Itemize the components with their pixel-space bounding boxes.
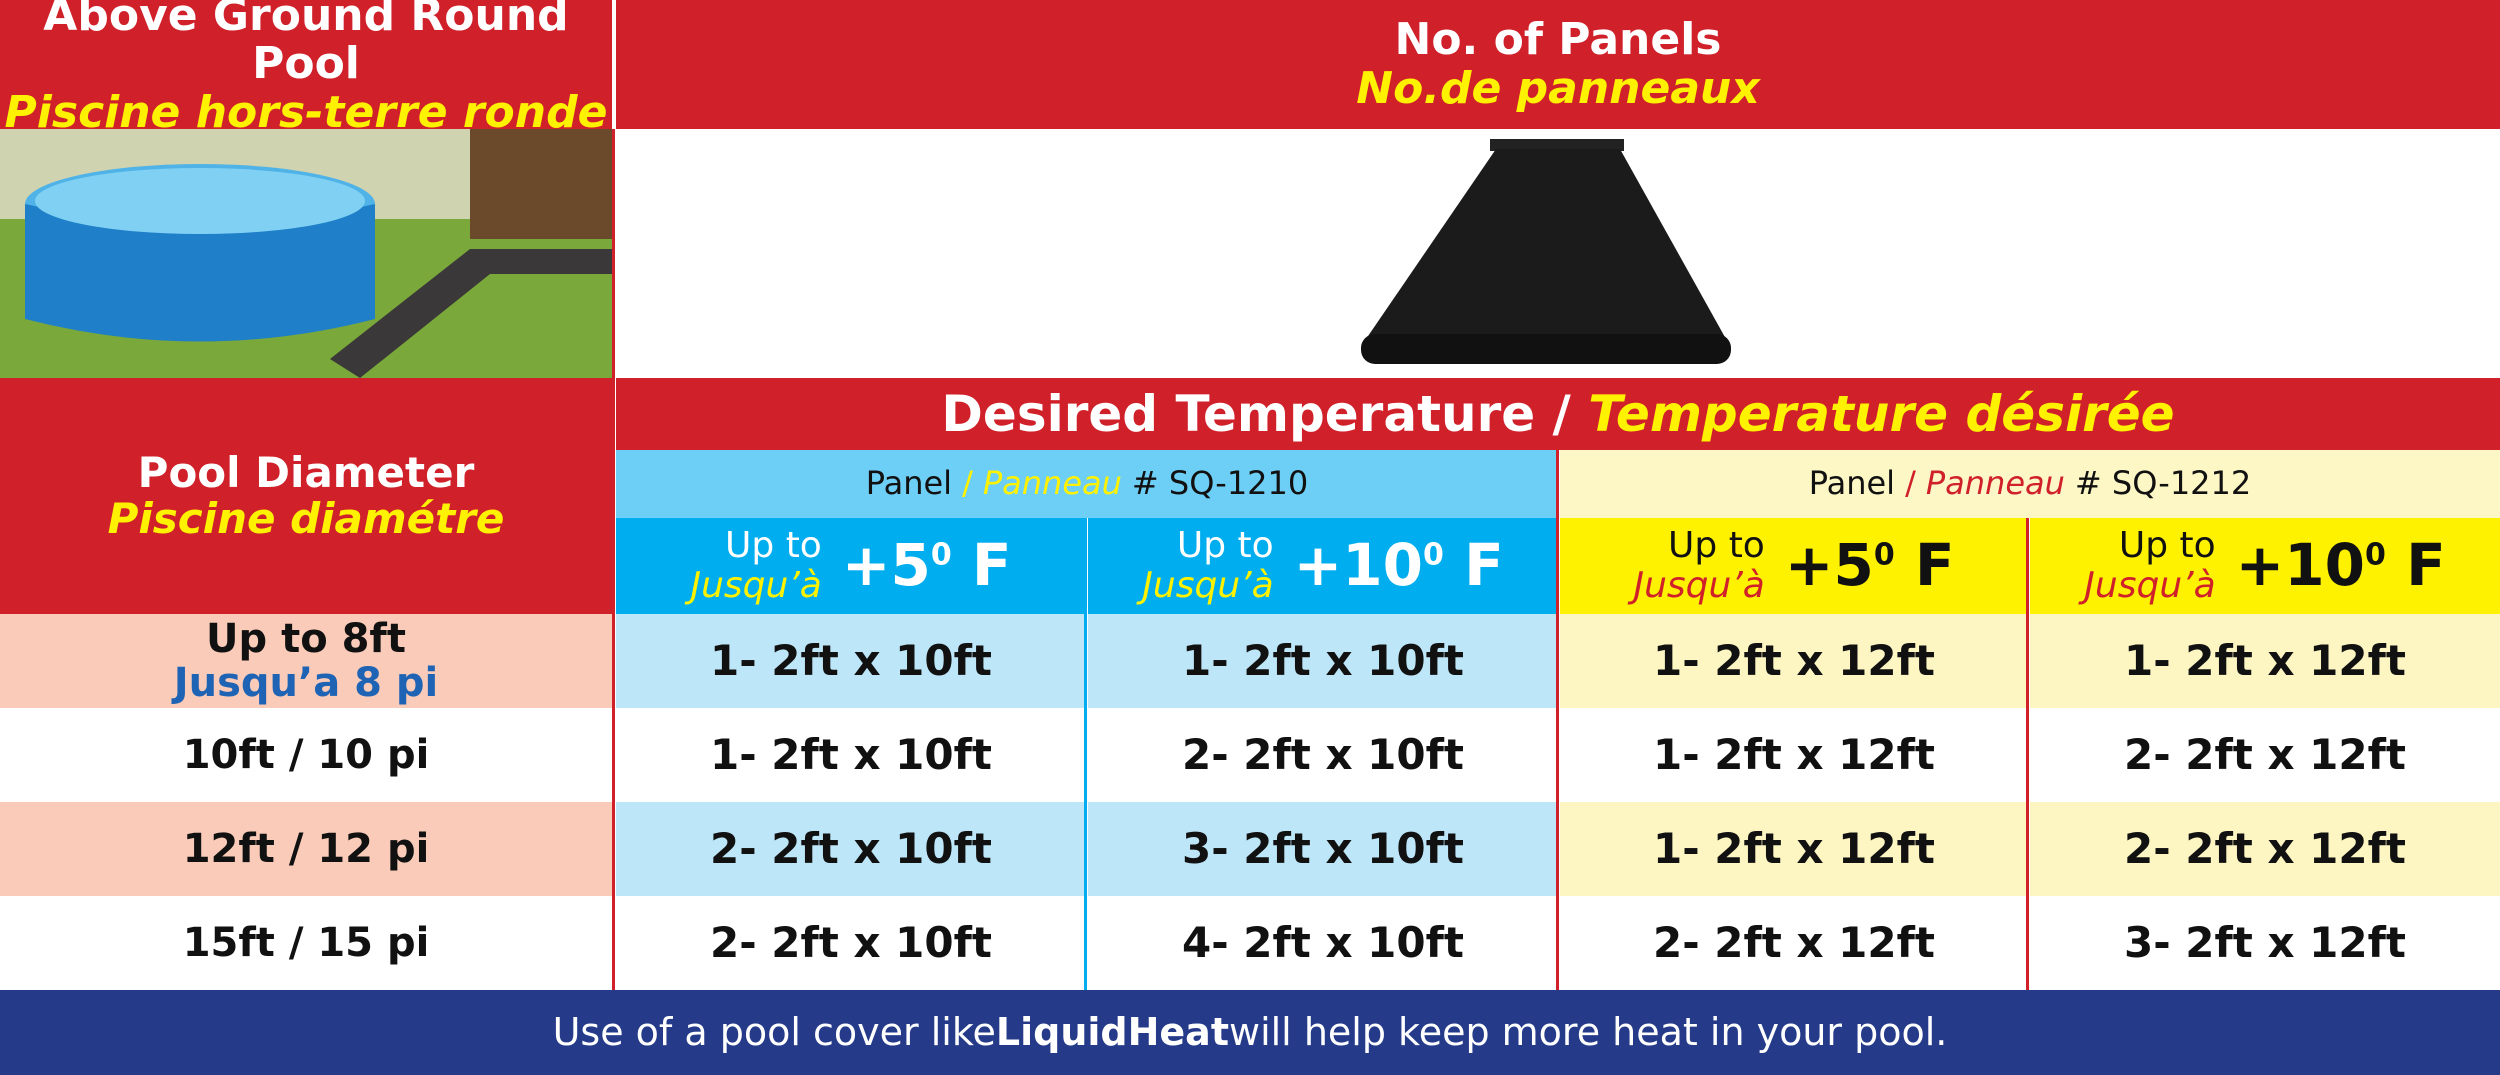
diameter-cell: 15ft / 15 pi [0, 896, 612, 990]
up-to-stack: Up to Jusqu’à [2084, 526, 2215, 605]
panel-label: Panel [865, 464, 953, 503]
column-header: Up to Jusqu’à +100 F [1088, 518, 1558, 614]
panel-count: 3- 2ft x 12ft [2030, 896, 2500, 990]
temperature: +100 F [1293, 531, 1504, 600]
temp-value: +5 [841, 531, 931, 600]
footer-brand: LiquidHeat [995, 1009, 1229, 1054]
panel-sep: / [962, 464, 973, 503]
diameter: 10ft / 10 pi [182, 732, 430, 778]
panel-count: 4- 2ft x 10ft [1088, 896, 1558, 990]
up-to: Up to [1668, 525, 1765, 567]
diameter-label-fr: Piscine diamétre [107, 494, 505, 543]
panel-count: 2- 2ft x 10ft [616, 802, 1086, 896]
panel-model: # SQ-1210 [1131, 464, 1309, 503]
panel-count: 2- 2ft x 12ft [2030, 802, 2500, 896]
diameter-label-cell: Pool Diameter Piscine diamétre [0, 378, 612, 614]
up-to: Up to [725, 525, 822, 567]
desired-temp-fr: Temperature désirée [1588, 384, 2175, 443]
panels-title-fr: No.de panneaux [1356, 62, 1760, 114]
divider [1084, 518, 1087, 990]
panel-count: 1- 2ft x 12ft [1560, 708, 2028, 802]
pool-title: Above Ground Round Pool [43, 0, 569, 90]
diameter-cell: 10ft / 10 pi [0, 708, 612, 802]
temp-degree: 0 [930, 537, 952, 573]
panels-title-cell: No. of Panels No.de panneaux [616, 0, 2500, 129]
diameter: 15ft / 15 pi [182, 920, 430, 966]
panel-count: 2- 2ft x 12ft [2030, 708, 2500, 802]
temperature: +100 F [2235, 531, 2446, 600]
panel-count: 2- 2ft x 10ft [616, 896, 1086, 990]
pool-photo [0, 129, 614, 378]
up-to-stack: Up to Jusqu’à [690, 526, 821, 605]
desired-temp: Desired Temperature / [941, 384, 1571, 443]
panel-model: # SQ-1212 [2074, 464, 2252, 503]
temp-unit: F [2406, 531, 2446, 600]
temperature: +50 F [1784, 531, 1955, 600]
panel-sep: / [1905, 464, 1916, 503]
up-to-fr: Jusqu’à [1633, 565, 1765, 606]
diameter: 12ft / 12 pi [182, 826, 430, 872]
temp-degree: 0 [1873, 537, 1895, 573]
divider [1556, 450, 1559, 990]
panel-count: 1- 2ft x 10ft [616, 614, 1086, 708]
panels-title: No. of Panels [1394, 14, 1722, 66]
divider [612, 0, 615, 129]
up-to-fr: Jusqu’à [690, 565, 822, 606]
temp-unit: F [1464, 531, 1504, 600]
panel-count: 1- 2ft x 12ft [1560, 802, 2028, 896]
up-to-fr: Jusqu’à [1142, 565, 1274, 606]
up-to-fr: Jusqu’à [2084, 565, 2216, 606]
diameter: Up to 8ft [206, 616, 406, 662]
temp-value: +10 [2235, 531, 2365, 600]
panel-label-fr: Panneau [1925, 464, 2065, 503]
diameter-label: Pool Diameter [137, 447, 475, 497]
panel-count: 1- 2ft x 10ft [616, 708, 1086, 802]
panel-count: 3- 2ft x 10ft [1088, 802, 1558, 896]
temp-value: +10 [1293, 531, 1423, 600]
footer: Use of a pool cover like LiquidHeat will… [0, 990, 2500, 1075]
up-to-stack: Up to Jusqu’à [1142, 526, 1273, 605]
panel-count: 1- 2ft x 12ft [2030, 614, 2500, 708]
diameter-fr: Jusqu’a 8 pi [173, 660, 439, 706]
up-to: Up to [2118, 525, 2216, 567]
diameter-cell: Up to 8ft Jusqu’a 8 pi [0, 614, 612, 708]
panel-label-fr: Panneau [982, 464, 1122, 503]
solar-panel-photo [1361, 139, 1731, 364]
panel-count: 1- 2ft x 10ft [1088, 614, 1558, 708]
panel-count: 1- 2ft x 12ft [1560, 614, 2028, 708]
temp-unit: F [971, 531, 1012, 600]
diameter-cell: 12ft / 12 pi [0, 802, 612, 896]
footer-text: will help keep more heat in your pool. [1228, 1009, 1948, 1054]
temperature: +50 F [841, 531, 1012, 600]
column-header: Up to Jusqu’à +50 F [1560, 518, 2028, 614]
column-header: Up to Jusqu’à +50 F [616, 518, 1086, 614]
column-header: Up to Jusqu’à +100 F [2030, 518, 2500, 614]
temp-unit: F [1914, 531, 1955, 600]
panel-count: 2- 2ft x 12ft [1560, 896, 2028, 990]
panel-count: 2- 2ft x 10ft [1088, 708, 1558, 802]
divider [612, 129, 615, 990]
pool-title-cell: Above Ground Round Pool Piscine hors-ter… [0, 0, 612, 137]
temp-value: +5 [1784, 531, 1874, 600]
desired-temp-cell: Desired Temperature / Temperature désiré… [616, 378, 2500, 450]
up-to: Up to [1176, 525, 1274, 567]
panel-group-cell: Panel / Panneau # SQ-1210 [616, 450, 1558, 518]
footer-text: Use of a pool cover like [552, 1009, 996, 1054]
panel-label: Panel [1808, 464, 1896, 503]
up-to-stack: Up to Jusqu’à [1633, 526, 1764, 605]
temp-degree: 0 [1422, 537, 1444, 573]
temp-degree: 0 [2364, 537, 2386, 573]
pool-title-fr: Piscine hors-terre ronde [4, 86, 608, 138]
divider [2026, 518, 2029, 990]
panel-group-cell: Panel / Panneau # SQ-1212 [1560, 450, 2500, 518]
